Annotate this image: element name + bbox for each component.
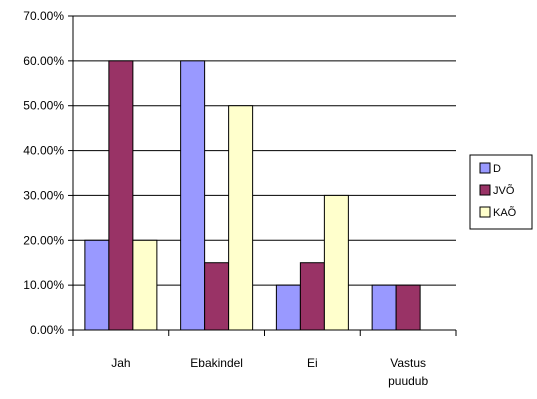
bar: [108, 60, 134, 331]
legend-swatch: [479, 206, 491, 218]
legend-label: KAÕ: [493, 206, 517, 219]
y-tick-label: 70.00%: [23, 9, 64, 23]
y-tick-label: 50.00%: [23, 99, 64, 113]
y-tick-label: 40.00%: [23, 144, 64, 158]
y-tick-label: 0.00%: [30, 323, 64, 337]
y-tick-label: 10.00%: [23, 278, 64, 292]
legend-label: JVÕ: [493, 184, 515, 197]
bar: [84, 239, 110, 331]
bar: [180, 60, 206, 331]
legend-swatch: [479, 184, 491, 196]
bar: [204, 262, 230, 331]
x-tick-label: Jah: [111, 356, 130, 370]
x-tick-label: Ei: [307, 356, 318, 370]
y-tick-label: 60.00%: [23, 54, 64, 68]
axes: [68, 15, 457, 336]
y-tick-label: 20.00%: [23, 233, 64, 247]
legend-swatch: [479, 162, 491, 174]
bar: [132, 239, 158, 331]
bar: [323, 194, 349, 331]
x-tick-label: Ebakindel: [190, 356, 243, 370]
bar: [371, 284, 397, 331]
legend: D JVÕ KAÕ: [469, 154, 533, 230]
bars: [84, 60, 421, 331]
bar: [395, 284, 421, 331]
x-tick-label: Vastus puudub: [388, 356, 428, 388]
legend-label: D: [493, 163, 501, 175]
y-tick-labels: 0.00% 10.00% 20.00% 30.00% 40.00% 50.00% 60.00…: [23, 9, 64, 337]
bar: [228, 105, 254, 331]
bar: [299, 262, 325, 331]
y-tick-label: 30.00%: [23, 188, 64, 202]
bar: [275, 284, 301, 331]
x-tick-labels: Jah Ebakindel Ei Vastus puudub: [111, 356, 428, 388]
